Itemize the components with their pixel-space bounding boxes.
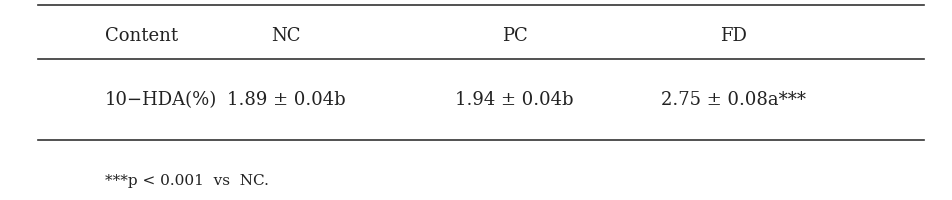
Text: NC: NC <box>271 27 300 45</box>
Text: ***p < 0.001  vs  NC.: ***p < 0.001 vs NC. <box>105 173 268 187</box>
Text: PC: PC <box>501 27 527 45</box>
Text: 10−HDA(%): 10−HDA(%) <box>105 91 217 109</box>
Text: 2.75 ± 0.08a***: 2.75 ± 0.08a*** <box>661 91 805 109</box>
Text: 1.89 ± 0.04b: 1.89 ± 0.04b <box>227 91 345 109</box>
Text: 1.94 ± 0.04b: 1.94 ± 0.04b <box>455 91 573 109</box>
Text: FD: FD <box>720 27 746 45</box>
Text: Content: Content <box>105 27 178 45</box>
